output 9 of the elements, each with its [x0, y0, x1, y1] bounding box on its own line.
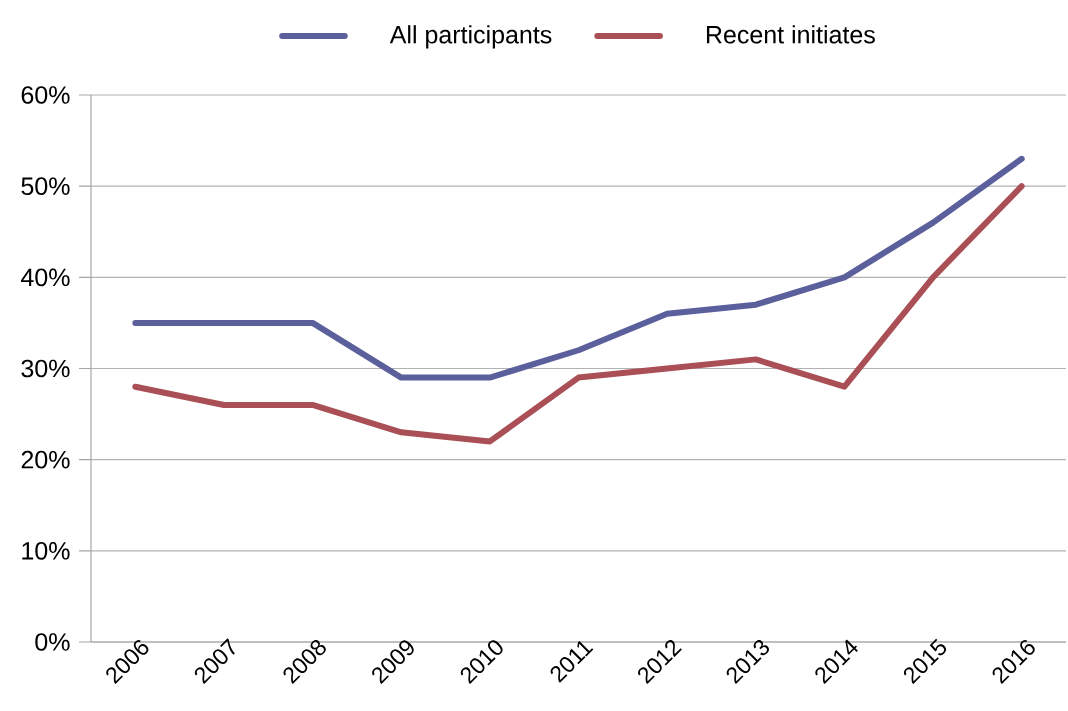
legend-label: All participants	[389, 25, 552, 49]
y-tick-label: 50%	[21, 177, 70, 196]
y-tick-label: 30%	[21, 359, 70, 378]
y-tick-label: 20%	[21, 450, 70, 469]
y-tick-label: 40%	[21, 268, 70, 287]
y-tick-label: 60%	[21, 86, 70, 104]
legend-label: Recent initiates	[706, 25, 875, 44]
y-tick-label: 10%	[22, 541, 70, 560]
y-tick-label: 0%	[35, 633, 70, 651]
